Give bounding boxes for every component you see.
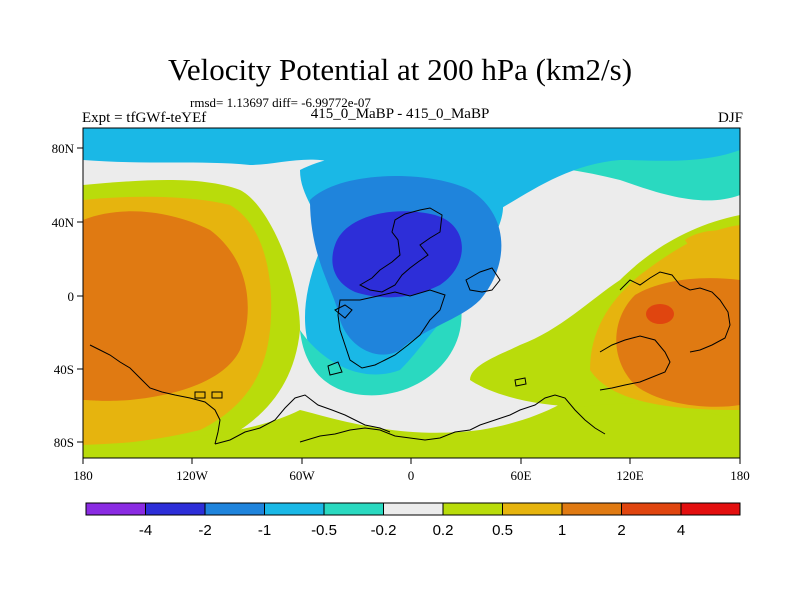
lon-label-120w: 120W	[176, 468, 209, 483]
lon-label-60e: 60E	[511, 468, 532, 483]
comparison-label: 415_0_MaBP - 415_0_MaBP	[310, 106, 490, 122]
colorbar-swatch-4	[323, 502, 384, 516]
colorbar-swatch-5	[383, 502, 444, 516]
map-title: Velocity Potential at 200 hPa (km2/s)	[167, 52, 633, 87]
colorbar-swatch-2	[204, 502, 265, 516]
lat-label-80s: 80S	[54, 435, 74, 450]
coastline-island-a	[334, 304, 353, 319]
experiment-label: Expt = tfGWf-teYEf	[82, 110, 207, 126]
colorbar-label-1: -2	[198, 522, 211, 539]
colorbar-swatch-6	[442, 502, 503, 516]
coastline-island-e	[211, 391, 223, 399]
lon-label-180w: 180	[73, 468, 93, 483]
coastline-south-america-coast	[214, 394, 391, 445]
lon-label-120e: 120E	[616, 468, 644, 483]
coastline-south-america-west	[89, 344, 221, 445]
colorbar-label-8: 2	[617, 522, 625, 539]
coastline-island-c	[514, 377, 527, 387]
coastline-island-d	[194, 391, 206, 399]
lat-label-40n: 40N	[52, 215, 75, 230]
colorbar-label-6: 0.5	[492, 522, 513, 539]
coastline-maritime-continent	[619, 271, 731, 353]
colorbar-label-9: 4	[677, 522, 685, 539]
colorbar-swatch-9	[621, 502, 682, 516]
lat-label-0: 0	[68, 289, 75, 304]
contour-darkblue-core	[332, 211, 462, 298]
coastline-southern-band	[299, 394, 606, 443]
lat-label-40s: 40S	[54, 362, 74, 377]
colorbar-swatch-1	[145, 502, 206, 516]
contour-teal-central	[300, 300, 462, 396]
contour-red-core-east	[646, 304, 674, 324]
colorbar-label-0: -4	[139, 522, 152, 539]
coastline-africa	[337, 289, 446, 369]
coastline-island-b	[327, 361, 343, 376]
coastline-middle-east	[465, 267, 501, 293]
coastline-europe-asia	[358, 207, 443, 293]
colorbar-label-3: -0.5	[311, 522, 337, 539]
lon-label-0: 0	[408, 468, 415, 483]
colorbar-swatch-7	[502, 502, 563, 516]
colorbar-label-4: -0.2	[371, 522, 397, 539]
colorbar	[85, 502, 741, 516]
lon-tick-marks	[82, 458, 741, 464]
season-label: DJF	[717, 110, 743, 126]
stats-text: rmsd= 1.13697 diff= -6.99772e-07	[190, 95, 371, 110]
colorbar-swatch-8	[561, 502, 622, 516]
lat-tick-marks	[77, 147, 83, 443]
colorbar-swatch-10	[680, 502, 741, 516]
colorbar-label-7: 1	[558, 522, 566, 539]
colorbar-label-2: -1	[258, 522, 271, 539]
colorbar-swatch-3	[264, 502, 325, 516]
colorbar-swatch-0	[85, 502, 146, 516]
contour-field	[83, 128, 740, 458]
contour-orange-west	[83, 211, 248, 401]
lon-label-60w: 60W	[289, 468, 315, 483]
lat-label-80n: 80N	[52, 141, 75, 156]
colorbar-label-5: 0.2	[433, 522, 454, 539]
coastline-australia-region	[599, 335, 671, 391]
lon-label-180e: 180	[730, 468, 750, 483]
contour-yellow-east-cap	[685, 230, 740, 261]
coastlines	[89, 207, 731, 445]
